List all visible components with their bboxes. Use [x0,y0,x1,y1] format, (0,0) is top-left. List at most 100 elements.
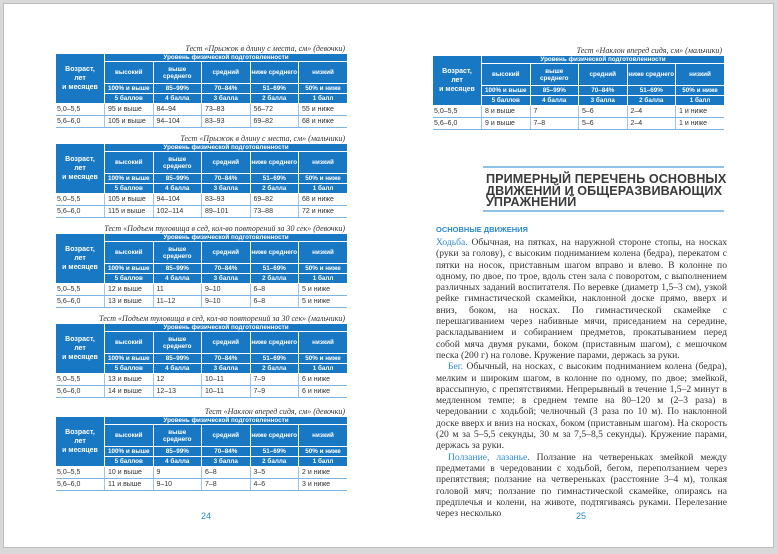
percent-header: 51–69% [249,173,299,184]
level-title-header: Уровень физической подготовленности [104,324,348,332]
value-cell: 7–8 [529,117,579,130]
age-header-line: Возраст, [65,336,95,343]
percent-header: 85–99% [529,85,579,96]
category-header: ниже среднего [249,151,299,174]
age-header-line: лет [74,165,86,172]
value-cell: 13 и выше [104,295,153,308]
category-header: средний [201,151,251,174]
value-cell: 9–10 [152,478,202,491]
value-cell: 115 и выше [104,205,153,218]
paragraph-running: Бег. Обычный, на носках, с высоким подни… [436,361,727,451]
heading-line: ПРИМЕРНЫЙ ПЕРЕЧЕНЬ ОСНОВНЫХ [486,172,727,186]
percent-header: 70–84% [578,85,628,96]
section-title: ОСНОВНЫЕ ДВИЖЕНИЯ [436,225,528,234]
paragraph-walking: Ходьба. Обычная, на пятках, на наружной … [436,237,727,361]
table-caption: Тест «Наклон вперед сидя, см» (мальчики) [576,46,722,55]
header-row-title: Возраст, лет и месяцев Уровень физической п… [56,144,348,194]
age-cell: 5,6–6,0 [56,205,105,218]
age-cell: 5,0–5,5 [56,283,105,296]
value-cell: 3 и ниже [298,478,348,491]
level-title-header: Уровень физической подготовленности [481,56,725,64]
points-header: 5 баллов [104,456,154,467]
category-header: выше среднего [152,331,202,354]
value-cell: 68 и ниже [298,193,348,206]
points-header: 5 баллов [481,95,531,106]
value-cell: 11–12 [152,295,202,308]
percent-header: 51–69% [249,83,299,94]
percent-header: 85–99% [152,83,202,94]
table-row: 5,6–6,0 11 и выше 9–10 7–8 4–6 3 и ниже [56,478,348,491]
norms-table: Возраст, лет и месяцев Уровень физической п… [56,54,348,128]
percent-header: 100% и выше [481,85,531,96]
value-cell: 1 и ниже [675,105,725,118]
category-header: высокий [104,241,154,264]
value-cell: 94–104 [152,193,202,206]
category-header: низкий [298,151,348,174]
age-cell: 5,6–6,0 [56,385,105,398]
points-header: 4 балла [152,93,202,104]
table-row: 5,0–5,5 8 и выше 7 5–6 2–4 1 и ниже [433,105,725,118]
paragraph-crawling: Ползание, лазанье. Ползание на четверень… [436,452,727,520]
value-cell: 9 и выше [481,117,530,130]
points-header: 4 балла [152,273,202,284]
age-cell: 5,6–6,0 [56,295,105,308]
value-cell: 102–114 [152,205,202,218]
category-header: высокий [104,151,154,174]
page-number-right: 25 [576,511,587,521]
table-row: 5,0–5,5 95 и выше 84–94 73–83 56–72 55 и ниже [56,103,348,116]
level-title-header: Уровень физической подготовленности [104,144,348,152]
header-row-title: Возраст, лет и месяцев Уровень физической п… [56,234,348,284]
header-row-title: Возраст, лет и месяцев Уровень физической п… [56,324,348,374]
table-caption: Тест «Наклон вперед сидя, см» (девочки) [204,407,345,416]
points-header: 1 балл [675,95,725,106]
value-cell: 9 [152,466,202,479]
category-header: низкий [298,241,348,264]
points-header: 2 балла [626,95,676,106]
percent-header: 85–99% [152,173,202,184]
category-header: ниже среднего [249,331,299,354]
value-cell: 68 и ниже [298,115,348,128]
table-row: 5,0–5,5 10 и выше 9 6–8 3–5 2 и ниже [56,466,348,479]
points-header-row: 5 баллов 4 балла 3 балла 2 балла 1 балл [56,93,348,104]
category-header: средний [201,424,251,447]
value-cell: 94–104 [152,115,202,128]
value-cell: 12–13 [152,385,202,398]
value-cell: 89–101 [201,205,250,218]
points-header-row: 5 баллов 4 балла 3 балла 2 балла 1 балл [56,183,348,194]
age-header-line: и месяцев [62,264,98,271]
points-header: 1 балл [298,93,348,104]
value-cell: 73–88 [249,205,299,218]
percent-header: 85–99% [152,353,202,364]
category-header-row: высокий выше среднего средний ниже среднего… [56,61,348,84]
table-caption: Тест «Подъем туловища в сед, кол-во повт… [104,224,345,233]
value-cell: 5–6 [578,117,627,130]
category-header: выше среднего [529,63,579,86]
percent-header: 51–69% [626,85,676,96]
value-cell: 83–93 [201,115,250,128]
value-cell: 83–93 [201,193,250,206]
points-header: 5 баллов [104,183,154,194]
value-cell: 56–72 [249,103,299,116]
value-cell: 7–8 [201,478,250,491]
percent-header: 50% и ниже [298,83,348,94]
age-header-line: лет [451,77,463,84]
value-cell: 6–8 [249,283,299,296]
age-cell: 5,6–6,0 [433,117,482,130]
table-row: 5,0–5,5 13 и выше 12 10–11 7–9 6 и ниже [56,373,348,386]
percent-header: 100% и выше [104,263,154,274]
body-text: Ходьба. Обычная, на пятках, на наружной … [436,237,727,519]
value-cell: 12 и выше [104,283,153,296]
value-cell: 10–11 [201,385,250,398]
age-header-line: Возраст, [65,429,95,436]
value-cell: 7–9 [249,373,299,386]
value-cell: 6 и ниже [298,385,348,398]
points-header-row: 5 баллов 4 балла 3 балла 2 балла 1 балл [56,363,348,374]
value-cell: 13 и выше [104,373,153,386]
points-header: 4 балла [152,183,202,194]
percent-header: 50% и ниже [298,263,348,274]
paragraph-lead: Ходьба. [436,237,468,248]
age-header-line: Возраст, [65,66,95,73]
chapter-heading: ПРИМЕРНЫЙ ПЕРЕЧЕНЬ ОСНОВНЫХ ДВИЖЕНИЙ И О… [486,172,731,209]
percent-header: 70–84% [201,353,251,364]
points-header: 1 балл [298,183,348,194]
